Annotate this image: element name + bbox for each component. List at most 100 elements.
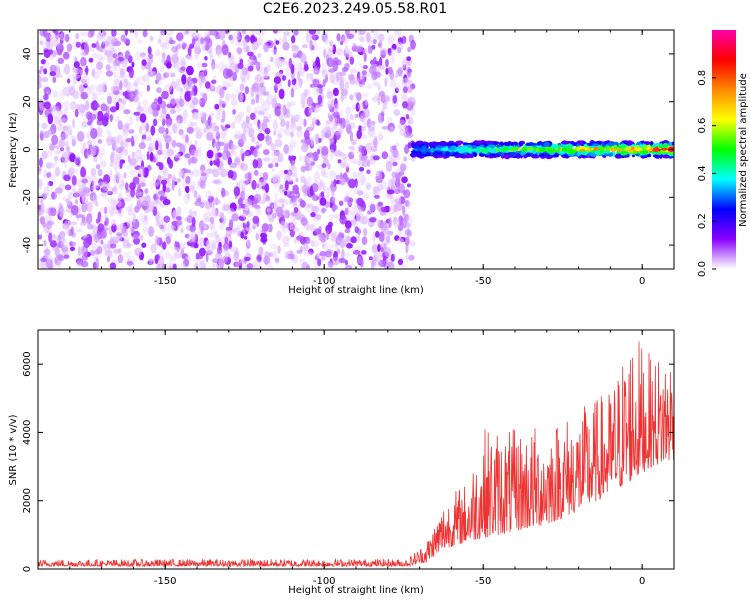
- spectrogram-cell: [350, 218, 357, 226]
- spectrogram-cell: [296, 114, 302, 120]
- spectrogram-cell: [116, 209, 124, 217]
- spectrogram-cell: [308, 30, 317, 35]
- spectrogram-cell: [163, 167, 169, 179]
- spectrogram-cell: [288, 177, 294, 183]
- spectrogram-cell: [280, 119, 286, 127]
- spectrogram-cell: [43, 48, 48, 53]
- spectrogram-cell: [247, 51, 254, 57]
- spectrogram-cell: [345, 53, 349, 61]
- spectrogram-cell: [275, 162, 279, 167]
- spectrogram-cell: [287, 79, 291, 88]
- spectrogram-cell: [202, 218, 207, 229]
- spectrogram-cell: [634, 148, 643, 152]
- spectrogram-cell: [240, 231, 245, 239]
- spectrogram-cell: [89, 84, 95, 95]
- spectrogram-cell: [266, 208, 272, 213]
- spectrogram-cell: [142, 74, 150, 83]
- spectrogram-cell: [346, 243, 353, 249]
- spectrogram-cell: [232, 212, 239, 221]
- spectrogram-cell: [393, 220, 398, 229]
- spectrogram-cell: [270, 56, 274, 63]
- spectrogram-cell: [124, 182, 129, 191]
- spectrogram-cell: [177, 39, 186, 45]
- spectrogram-cell: [149, 35, 154, 42]
- spectrogram-cell: [94, 253, 100, 260]
- spectrogram-cell: [326, 91, 334, 100]
- spectrogram-cell: [149, 151, 154, 162]
- spectrogram-cell: [315, 169, 319, 176]
- spectrogram-cell: [115, 147, 123, 154]
- spectrogram-cell: [186, 191, 190, 200]
- spectrogram-cell: [330, 182, 334, 187]
- spectrogram-cell: [339, 76, 345, 83]
- spectrogram-cell: [330, 233, 337, 242]
- spectrogram-cell: [306, 96, 313, 107]
- spectrogram-cell: [220, 166, 225, 173]
- spectrogram-cell: [283, 144, 290, 155]
- spectrogram-cell: [178, 187, 182, 197]
- spectrogram-cell: [255, 30, 262, 36]
- spectrogram-y-axis-label: Frequency (Hz): [8, 112, 19, 188]
- spectrogram-cell: [407, 142, 412, 149]
- spectrogram-cell: [392, 95, 398, 104]
- spectrogram-cell: [232, 227, 241, 233]
- spectrogram-cell: [222, 68, 231, 79]
- spectrogram-cell: [113, 157, 118, 165]
- spectrogram-cell: [170, 254, 174, 265]
- spectrogram-cell: [242, 193, 249, 198]
- spectrogram-cell: [74, 56, 78, 63]
- spectrogram-cell: [141, 134, 147, 140]
- spectrogram-cell: [55, 34, 59, 42]
- spectrogram-cell: [197, 146, 202, 153]
- spectrogram-cell: [38, 181, 44, 187]
- spectrogram-cell: [155, 49, 161, 58]
- spectrogram-cell: [300, 217, 308, 227]
- spectrogram-cell: [144, 136, 152, 142]
- y-tick-label: 2000: [22, 488, 33, 513]
- spectrogram-cell: [252, 119, 259, 126]
- spectrogram-cell: [176, 78, 182, 89]
- spectrogram-cell: [260, 97, 265, 107]
- spectrogram-cell: [185, 176, 191, 184]
- spectrogram-cell: [51, 134, 59, 146]
- spectrogram-cell: [381, 108, 385, 114]
- spectrogram-cell: [173, 208, 180, 219]
- spectrogram-cell: [162, 148, 169, 159]
- spectrogram-cell: [361, 70, 367, 76]
- spectrogram-cell: [345, 165, 350, 173]
- spectrogram-cell: [80, 31, 88, 37]
- spectrogram-cell: [114, 153, 123, 159]
- spectrogram-cell: [138, 75, 146, 86]
- spectrogram-cell: [54, 145, 61, 150]
- spectrogram-cell: [211, 205, 215, 217]
- spectrogram-cell: [47, 180, 54, 187]
- spectrogram-cell: [339, 178, 347, 187]
- spectrogram-cell: [65, 124, 73, 135]
- spectrogram-cell: [273, 198, 279, 210]
- spectrogram-cell: [262, 107, 268, 118]
- spectrogram-cell: [64, 34, 70, 43]
- spectrogram-cell: [91, 52, 99, 58]
- spectrogram-cell: [173, 85, 178, 90]
- spectrogram-cell: [99, 56, 107, 61]
- spectrogram-cell: [189, 156, 198, 164]
- spectrogram-cell: [133, 81, 139, 87]
- spectrogram-cell: [181, 74, 187, 85]
- spectrogram-cell: [279, 184, 283, 190]
- spectrogram-cell: [312, 117, 317, 125]
- spectrogram-cell: [380, 48, 388, 56]
- spectrogram-cell: [607, 142, 615, 146]
- spectrogram-cell: [373, 56, 377, 64]
- spectrogram-cell: [319, 197, 327, 206]
- spectrogram-cell: [104, 250, 111, 257]
- spectrogram-cell: [452, 152, 458, 156]
- spectrogram-cell: [275, 206, 284, 217]
- spectrogram-cell: [86, 201, 93, 213]
- spectrogram-cell: [170, 81, 177, 89]
- spectrogram-cell: [171, 45, 175, 52]
- spectrogram-cell: [402, 58, 406, 64]
- spectrogram-cell: [165, 70, 173, 78]
- spectrogram-cell: [149, 259, 153, 267]
- spectrogram-cell: [155, 188, 160, 199]
- spectrogram-cell: [292, 155, 297, 160]
